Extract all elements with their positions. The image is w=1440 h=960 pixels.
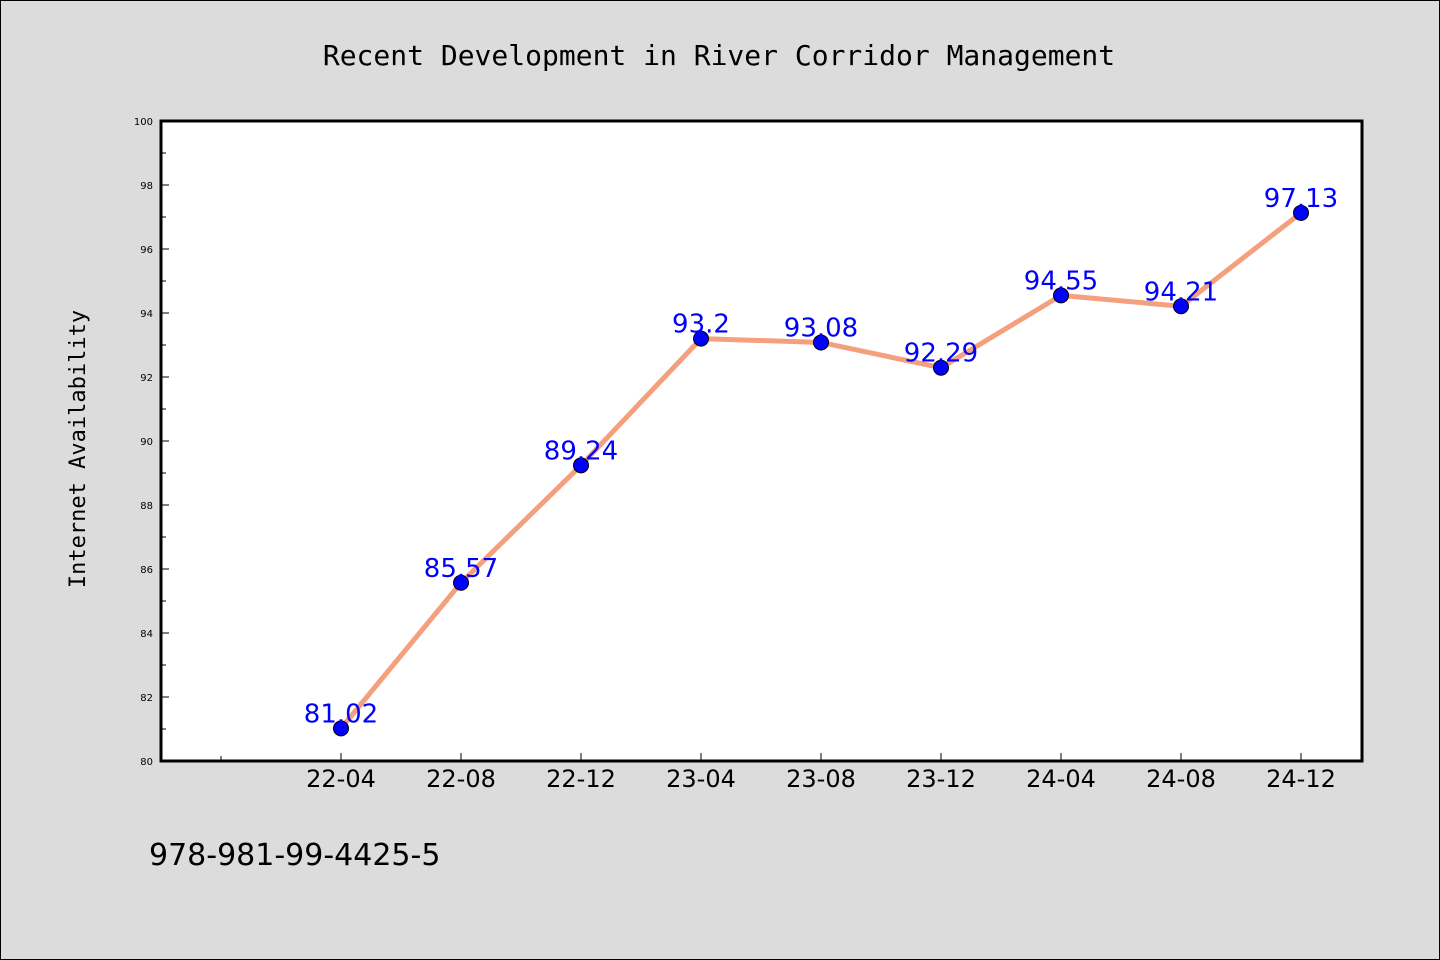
y-tick-label: 86	[140, 565, 153, 576]
x-tick-label: 24-12	[1266, 765, 1336, 793]
data-labels: 81.02 85.57 89.24 93.2 93.08 92.29 94.55 94.21 9…	[304, 184, 1338, 730]
y-tick-label: 88	[140, 501, 153, 512]
plot-area	[159, 119, 1364, 763]
y-tick-label: 100	[134, 117, 153, 128]
y-tick-label: 82	[140, 693, 153, 704]
y-tick-label: 96	[140, 245, 153, 256]
data-label: 94.21	[1144, 277, 1218, 307]
y-tick-label: 84	[140, 629, 153, 640]
data-point	[1053, 287, 1069, 304]
series-markers	[333, 204, 1309, 737]
x-tick-label: 24-08	[1146, 765, 1216, 793]
x-tick-label: 22-04	[306, 765, 376, 793]
data-point	[333, 720, 349, 737]
y-tick-label: 94	[140, 309, 153, 320]
data-point	[453, 574, 469, 591]
data-label: 85.57	[424, 554, 498, 584]
x-tick-label: 22-12	[546, 765, 616, 793]
data-label: 94.55	[1024, 266, 1098, 296]
y-tick-label: 98	[140, 181, 153, 192]
y-tick-label: 92	[140, 373, 153, 384]
isbn-footer-text: 978-981-99-4425-5	[149, 838, 440, 873]
data-label: 97.13	[1264, 184, 1338, 214]
y-tick-label: 80	[140, 757, 153, 768]
x-tick-label: 23-04	[666, 765, 736, 793]
data-point	[933, 359, 949, 376]
data-point	[693, 330, 709, 347]
data-point	[573, 457, 589, 474]
data-label: 81.02	[304, 699, 378, 729]
data-label: 89.24	[544, 436, 618, 466]
x-tick-label: 24-04	[1026, 765, 1096, 793]
x-tick-label: 23-12	[906, 765, 976, 793]
y-tick-label: 90	[140, 437, 153, 448]
data-label: 93.2	[672, 310, 730, 340]
chart-title: Recent Development in River Corridor Man…	[323, 39, 1115, 72]
x-tick-label: 23-08	[786, 765, 856, 793]
y-axis-ticks: 80 82 84 86 88 90 92 94 96 98 100	[134, 117, 169, 768]
y-axis-label: Internet Availability	[66, 310, 91, 588]
x-tick-label: 22-08	[426, 765, 496, 793]
data-point	[1173, 298, 1189, 315]
x-axis-ticks: 22-04 22-08 22-12 23-04 23-08 23-12 24-04 24-08…	[220, 753, 1336, 793]
data-point	[1293, 204, 1309, 221]
data-label: 92.29	[904, 339, 978, 369]
data-point	[813, 334, 829, 351]
data-label: 93.08	[784, 313, 858, 343]
